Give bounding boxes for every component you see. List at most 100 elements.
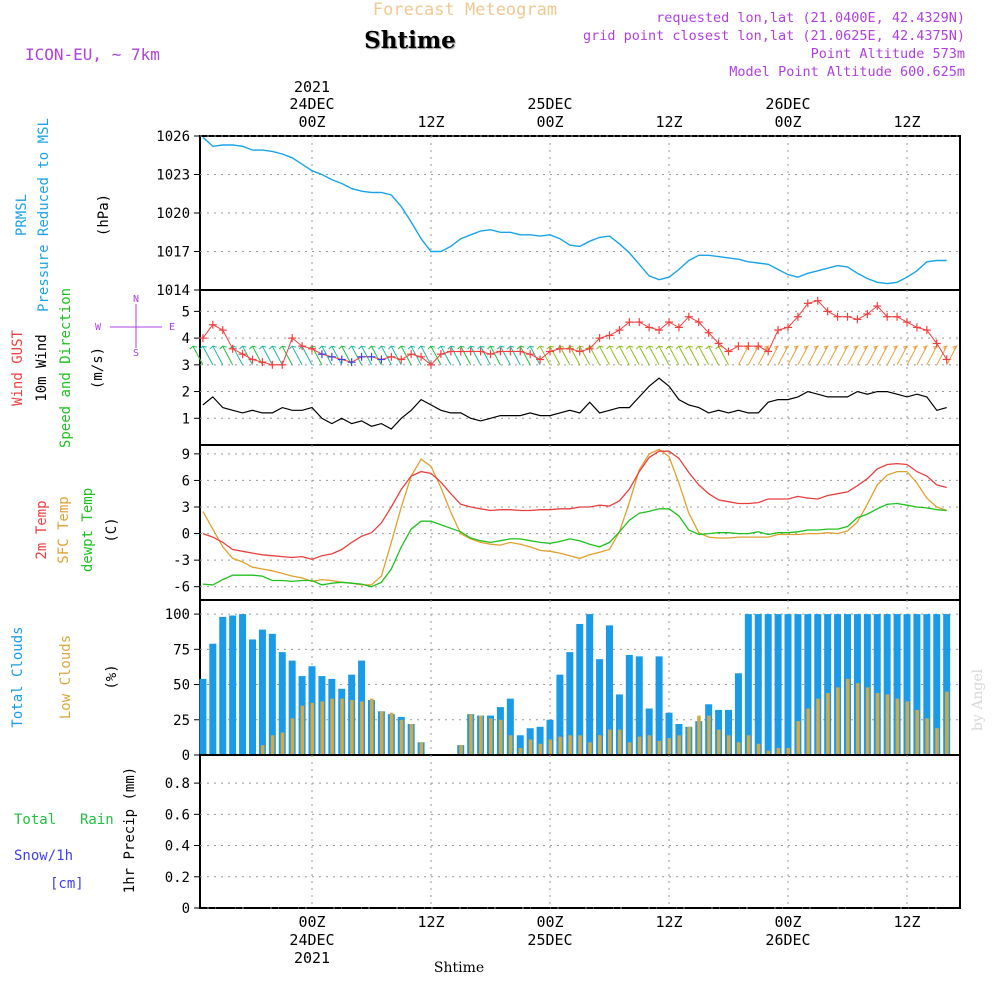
bar-total-clouds — [219, 616, 227, 755]
top-date-label: 24DEC — [289, 95, 334, 113]
compass-w: W — [95, 322, 102, 333]
panel-frame — [199, 754, 961, 909]
wind-arrow — [866, 345, 878, 366]
bar-low-clouds — [409, 724, 414, 755]
gridpoint-coords: grid point closest lon,lat (21.0625E, 42… — [583, 28, 965, 44]
wind-arrow-head — [793, 345, 800, 350]
pressure-label-unit: (hPa) — [96, 194, 112, 236]
bar-low-clouds — [697, 715, 701, 755]
wind-arrow-head — [258, 345, 267, 350]
wind-arrow — [886, 345, 898, 366]
bar-low-clouds — [260, 745, 265, 755]
bar-total-clouds — [834, 614, 842, 755]
bar-low-clouds — [746, 735, 751, 755]
bottom-hour-label: 12Z — [655, 913, 682, 931]
wind-arrow — [519, 345, 531, 366]
wind-arrow-head — [467, 345, 475, 350]
bar-low-clouds — [350, 700, 354, 755]
bar-low-clouds — [479, 715, 483, 755]
bar-low-clouds — [717, 729, 721, 755]
bar-total-clouds — [546, 719, 554, 755]
temp-label-2m: 2m Temp — [34, 500, 50, 559]
wind-arrow — [509, 345, 521, 366]
wind-arrow — [380, 345, 392, 366]
bar-low-clouds — [756, 743, 761, 755]
wind-arrow-head — [873, 345, 879, 350]
bar-total-clouds — [645, 708, 653, 755]
y-tick-label: 5 — [182, 304, 190, 320]
wind-arrow — [529, 345, 541, 366]
wind-arrow — [946, 345, 958, 366]
bar-low-clouds — [290, 718, 295, 755]
series-line-sfc-temp — [202, 448, 947, 586]
bar-total-clouds — [893, 614, 901, 755]
wind-arrow-head — [239, 345, 247, 350]
y-tick-label: -3 — [173, 553, 190, 569]
wind-arrow-head — [249, 345, 257, 350]
wind-arrow-head — [655, 345, 664, 350]
temp-label-sfc: SFC Temp — [56, 496, 72, 563]
bar-low-clouds — [617, 729, 622, 755]
top-hour-label: 12Z — [893, 113, 920, 131]
bar-total-clouds — [586, 614, 594, 755]
wind-arrow — [777, 345, 789, 366]
bar-low-clouds — [677, 735, 681, 755]
compass-n: N — [133, 294, 139, 305]
wind-arrow — [926, 345, 938, 366]
bar-total-clouds — [615, 694, 623, 755]
bar-total-clouds — [506, 698, 514, 755]
bar-total-clouds — [199, 678, 207, 755]
bar-low-clouds — [627, 742, 632, 755]
bar-total-clouds — [229, 615, 237, 755]
wind-arrow-head — [268, 345, 277, 350]
wind-arrow — [936, 345, 948, 366]
bar-low-clouds — [498, 719, 503, 755]
bar-low-clouds — [875, 693, 880, 755]
wind-arrow — [876, 345, 888, 366]
precip-legend-snow: Snow/1h — [14, 848, 73, 864]
precip-legend-total: Total — [14, 812, 56, 828]
wind-arrow-head — [912, 345, 919, 350]
bar-total-clouds — [536, 726, 544, 755]
bar-total-clouds — [665, 712, 673, 755]
bar-low-clouds — [885, 694, 890, 755]
wind-arrow-head — [576, 345, 584, 350]
bar-total-clouds — [863, 614, 871, 755]
bar-low-clouds — [508, 735, 513, 755]
wind-arrow-head — [506, 345, 515, 350]
bar-total-clouds — [754, 614, 762, 755]
temp-label-dew: dewpt Temp — [80, 488, 96, 572]
bar-low-clouds — [836, 687, 840, 755]
bar-low-clouds — [330, 698, 334, 755]
bar-total-clouds — [268, 633, 276, 755]
wind-arrow — [291, 345, 303, 366]
wind-arrow — [420, 345, 432, 366]
wind-arrow-head — [368, 345, 376, 350]
wind-arrow-head — [635, 345, 644, 350]
wind-arrow — [757, 345, 769, 366]
wind-arrow — [331, 345, 343, 366]
wind-arrow — [460, 345, 472, 366]
bar-total-clouds — [278, 652, 286, 755]
y-tick-label: -6 — [173, 580, 190, 596]
top-hour-label: 00Z — [298, 113, 325, 131]
wind-arrow-head — [942, 345, 949, 350]
wind-label-dir: Speed and Direction — [58, 288, 74, 448]
bar-low-clouds — [855, 683, 860, 755]
bar-low-clouds — [538, 743, 543, 755]
chart-subtitle: Forecast Meteogram — [373, 0, 557, 20]
wind-arrow-head — [209, 345, 217, 350]
wind-arrow-head — [496, 345, 505, 350]
bar-low-clouds — [360, 701, 364, 755]
watermark: by Angel — [970, 668, 986, 731]
wind-arrow-head — [675, 345, 683, 350]
bar-low-clouds — [389, 712, 394, 755]
series-line-dewpt — [202, 502, 947, 588]
bar-total-clouds — [635, 656, 643, 755]
wind-arrow — [242, 345, 253, 366]
wind-arrow-head — [447, 345, 455, 350]
wind-arrow — [579, 345, 591, 366]
bottom-year-label: 2021 — [294, 949, 330, 967]
